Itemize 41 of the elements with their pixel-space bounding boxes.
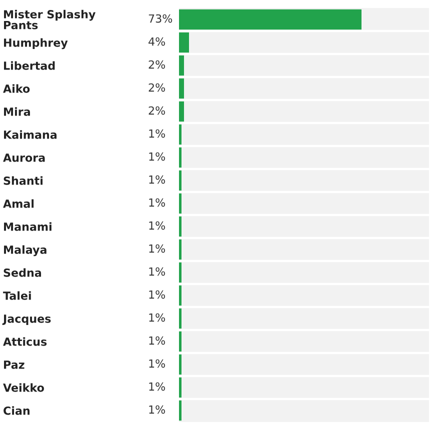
data-label: 1%: [149, 244, 166, 253]
data-label: 1%: [149, 405, 166, 414]
data-label: 73%: [148, 14, 172, 23]
y-tick-label: Mira: [4, 107, 30, 116]
data-label: 1%: [149, 313, 166, 322]
data-label: 2%: [148, 106, 166, 115]
y-tick-label: Malaya: [4, 245, 46, 256]
data-label: 1%: [149, 336, 166, 345]
data-label: 1%: [149, 152, 166, 161]
y-tick-label: Jacques: [2, 314, 51, 326]
data-label: 1%: [149, 198, 166, 207]
y-tick-label: Aurora: [3, 154, 45, 162]
y-tick-label: Shanti: [4, 176, 43, 185]
data-label: 4%: [148, 37, 166, 46]
data-label: 2%: [148, 60, 166, 69]
bar: [179, 32, 189, 53]
bar: [179, 9, 362, 30]
y-tick-label: Cian: [4, 406, 30, 415]
y-tick-label: Aiko: [3, 84, 30, 93]
y-tick-label: Mister Splashy Pants: [4, 10, 96, 30]
data-label: 1%: [149, 359, 166, 368]
data-label: 1%: [149, 382, 166, 391]
bar: [179, 101, 184, 122]
y-tick-label: Veikko: [3, 383, 44, 392]
y-tick-label: Talei: [3, 291, 31, 300]
y-tick-label: Sedna: [4, 268, 42, 277]
y-tick-label: Kaimana: [4, 130, 57, 139]
data-label: 1%: [149, 221, 166, 230]
bar: [179, 55, 184, 76]
data-label: 1%: [149, 267, 166, 276]
y-tick-label: Humphrey: [4, 38, 68, 50]
bar: [179, 78, 184, 99]
data-label: 1%: [149, 129, 166, 138]
data-label: 1%: [149, 175, 166, 184]
y-tick-label: Manami: [4, 222, 52, 231]
data-label: 1%: [149, 290, 166, 299]
y-tick-label: Amal: [3, 199, 34, 208]
y-tick-label: Paz: [4, 360, 24, 369]
y-tick-label: Libertad: [4, 61, 55, 70]
data-label: 2%: [148, 83, 166, 92]
y-tick-label: Atticus: [3, 337, 47, 346]
